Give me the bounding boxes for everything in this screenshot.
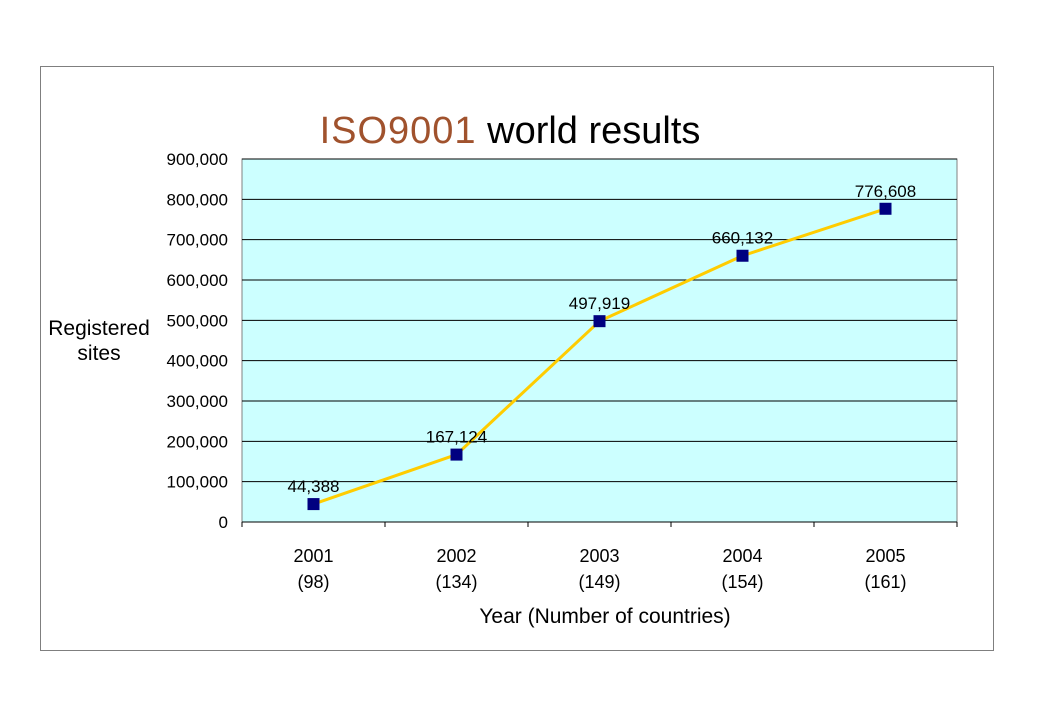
x-axis-label: Year (Number of countries)	[479, 605, 731, 628]
data-point	[593, 315, 606, 328]
chart-title: ISO9001 world results	[0, 108, 1020, 154]
y-tick-label: 900,000	[167, 150, 228, 169]
x-tick-sublabel: (134)	[435, 572, 477, 592]
y-tick-label: 200,000	[167, 432, 228, 451]
x-tick-label: 2003	[579, 546, 619, 566]
data-point	[307, 498, 320, 511]
y-tick-label: 0	[219, 513, 228, 532]
data-point	[450, 448, 463, 461]
data-point	[879, 202, 892, 215]
x-tick-sublabel: (161)	[864, 572, 906, 592]
y-tick-label: 800,000	[167, 190, 228, 209]
chart-title-iso: ISO9001	[319, 110, 477, 152]
data-point	[736, 249, 749, 262]
y-tick-label: 600,000	[167, 271, 228, 290]
x-tick-sublabel: (98)	[297, 572, 329, 592]
data-label: 44,388	[288, 477, 340, 496]
y-tick-label: 400,000	[167, 352, 228, 371]
data-label: 776,608	[855, 182, 916, 201]
x-tick-label: 2002	[436, 546, 476, 566]
y-tick-label: 700,000	[167, 231, 228, 250]
y-tick-label: 500,000	[167, 311, 228, 330]
data-label: 167,124	[426, 428, 487, 447]
data-label: 497,919	[569, 294, 630, 313]
x-tick-label: 2001	[293, 546, 333, 566]
plot-area	[241, 158, 958, 523]
x-tick-sublabel: (149)	[578, 572, 620, 592]
y-axis-label: Registered sites	[48, 317, 150, 365]
x-tick-label: 2004	[722, 546, 762, 566]
x-tick-label: 2005	[865, 546, 905, 566]
data-label: 660,132	[712, 229, 773, 248]
x-tick-sublabel: (154)	[721, 572, 763, 592]
chart-title-rest: world results	[487, 110, 701, 152]
y-tick-label: 300,000	[167, 392, 228, 411]
y-tick-label: 100,000	[167, 473, 228, 492]
